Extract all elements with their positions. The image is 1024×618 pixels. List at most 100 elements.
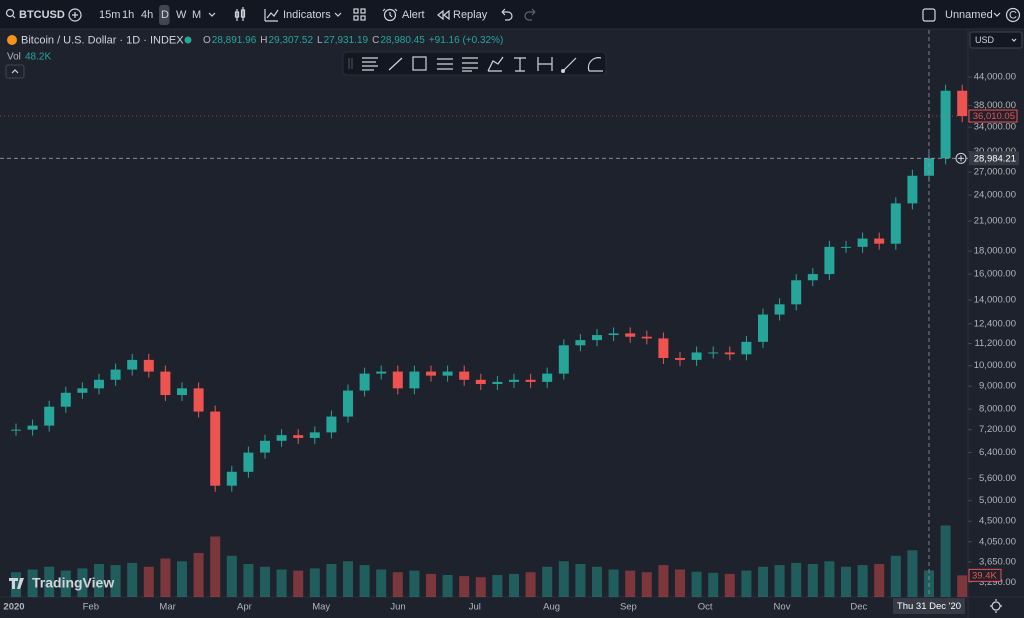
- layout-name[interactable]: Unnamed: [945, 9, 993, 21]
- volume-bar: [791, 562, 802, 597]
- tool-arc[interactable]: [587, 57, 603, 72]
- y-tick-label: 12,400.00: [974, 318, 1016, 329]
- interval-button[interactable]: W: [176, 9, 187, 21]
- x-tick-label: Nov: [774, 602, 791, 613]
- y-tick-label: 14,000.00: [974, 295, 1016, 306]
- volume-bar: [807, 564, 818, 597]
- chevron-up: [11, 69, 19, 74]
- tool-trendline[interactable]: [388, 57, 403, 71]
- volume-bar: [27, 569, 38, 597]
- y-tick-label: 11,200.00: [974, 338, 1016, 349]
- candle-body: [791, 280, 802, 305]
- candle-body: [392, 371, 403, 389]
- tool-lines[interactable]: [362, 57, 378, 71]
- axis-settings[interactable]: [990, 599, 1002, 613]
- candle-body: [127, 359, 138, 370]
- chevron[interactable]: [993, 12, 1001, 17]
- x-tick-label: Aug: [543, 602, 560, 613]
- tool-ray[interactable]: [562, 57, 577, 72]
- collapse-legend[interactable]: [5, 64, 25, 79]
- tool-measure[interactable]: [537, 57, 553, 71]
- interval-button[interactable]: D: [161, 9, 169, 21]
- volume-bar: [359, 565, 370, 597]
- volume-bar: [177, 561, 187, 597]
- y-tick-label: 8,000.00: [979, 404, 1016, 415]
- candle-body: [625, 333, 636, 337]
- grid-icon: [360, 15, 366, 21]
- candle-body: [940, 90, 951, 159]
- tool-text[interactable]: [514, 57, 526, 72]
- candle-body: [309, 432, 320, 438]
- x-tick-label: May: [312, 602, 330, 613]
- volume-bar: [260, 566, 270, 597]
- volume-bar: [608, 569, 619, 597]
- interval-button[interactable]: 1h: [122, 9, 134, 21]
- candle-body: [708, 352, 719, 354]
- volume-bar: [60, 570, 71, 597]
- symbol-search[interactable]: BTCUSD: [5, 8, 65, 21]
- volume-bar: [309, 568, 320, 597]
- candle-body: [774, 304, 785, 315]
- candle-body: [27, 425, 38, 430]
- candle-body: [226, 471, 237, 486]
- candle-icon: [236, 7, 244, 21]
- branding: TradingView: [9, 575, 114, 591]
- active-interval-bg: [159, 5, 170, 25]
- volume-bar: [741, 570, 752, 597]
- y-tick-label: 16,000.00: [974, 269, 1016, 280]
- ohlc-change: +91.16 (+0.32%): [429, 35, 504, 46]
- interval-button[interactable]: 4h: [141, 9, 153, 21]
- indicators-button[interactable]: Indicators: [264, 9, 331, 22]
- search-icon: [12, 15, 16, 19]
- candle-body: [243, 452, 254, 472]
- candle-body: [143, 359, 154, 372]
- drawing-toolbar: [342, 51, 607, 76]
- compare-button[interactable]: [68, 8, 82, 22]
- volume-bar: [110, 565, 121, 597]
- interval-button[interactable]: M: [192, 9, 201, 21]
- undo-button[interactable]: [501, 8, 513, 21]
- volume-bar: [857, 565, 868, 597]
- y-tick-label: 7,200.00: [979, 424, 1016, 435]
- volume-bar: [210, 536, 221, 597]
- candle-body: [758, 314, 768, 342]
- volume-bar: [193, 553, 204, 597]
- tool-rectangle[interactable]: [412, 56, 427, 71]
- tool-channel[interactable]: [437, 58, 453, 70]
- layout-checkbox[interactable]: [922, 8, 936, 22]
- replay-button[interactable]: Replay: [437, 9, 488, 21]
- candle-body: [475, 379, 486, 385]
- volume-bar: [658, 565, 669, 597]
- tool-brush[interactable]: [487, 56, 504, 72]
- tool-fib[interactable]: [462, 57, 478, 72]
- account-button[interactable]: [1005, 7, 1021, 23]
- volume-legend-label: Vol: [7, 52, 21, 63]
- volume-bar: [774, 565, 785, 597]
- x-tick-label: 2020: [3, 602, 24, 613]
- templates-button[interactable]: [353, 8, 366, 21]
- chevron[interactable]: [208, 12, 216, 17]
- currency-selector[interactable]: [969, 31, 1023, 49]
- chart-type-button[interactable]: [234, 7, 246, 21]
- volume-bar: [558, 561, 569, 597]
- interval-button[interactable]: 15m: [99, 9, 120, 21]
- last-price-label: 36,010.05: [973, 111, 1015, 122]
- symbol: BTCUSD: [19, 9, 65, 21]
- redo-button[interactable]: [524, 8, 536, 21]
- candle-body: [575, 340, 586, 346]
- alert-button[interactable]: Alert: [382, 8, 425, 22]
- volume-bar: [724, 573, 735, 597]
- candle-body: [326, 416, 337, 433]
- chevron[interactable]: [334, 12, 342, 17]
- drag-handle[interactable]: [348, 58, 353, 69]
- x-tick-label: Dec: [850, 602, 867, 613]
- currency: USD: [975, 35, 995, 45]
- volume-bar: [459, 576, 470, 597]
- volume-bar: [542, 566, 553, 597]
- crosshair-price-label: 28,984.21: [974, 153, 1016, 164]
- candle-body: [957, 90, 968, 117]
- candle-body: [874, 238, 885, 244]
- volume-bar: [326, 564, 337, 597]
- candle-body: [592, 335, 602, 341]
- volume-bar: [758, 566, 768, 597]
